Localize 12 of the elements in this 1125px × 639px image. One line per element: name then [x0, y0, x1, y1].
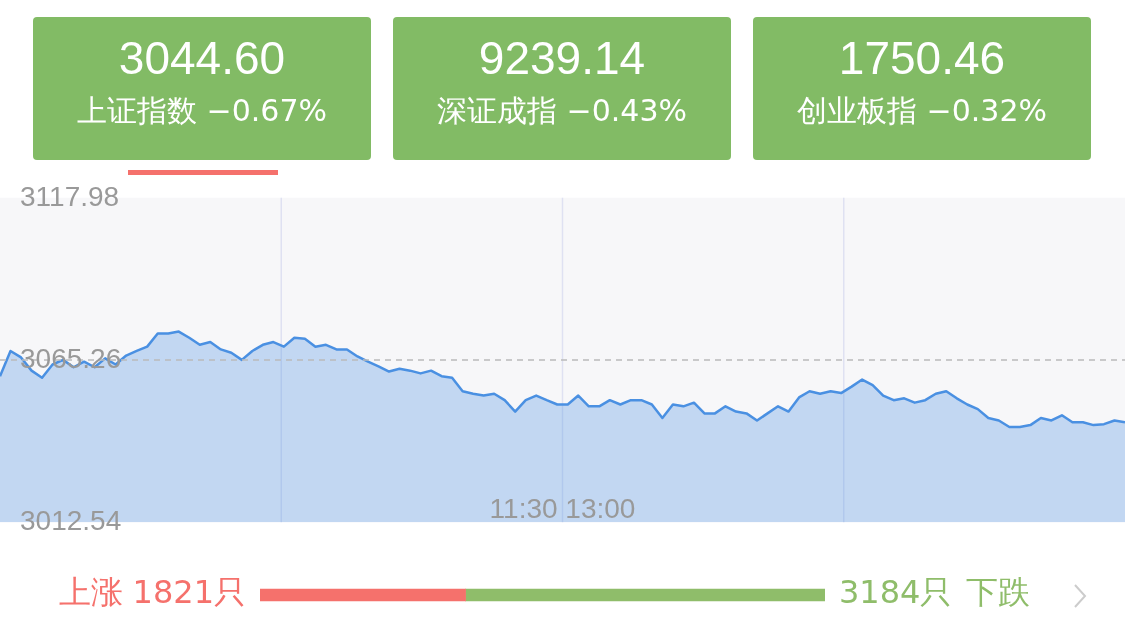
text: 3044.60 [117, 31, 287, 85]
text: 1750.46 [837, 31, 1007, 85]
annotation: 11:30 13:00 [489, 492, 636, 524]
text: 下跌 [966, 573, 1031, 612]
data-label: 3184只 [839, 573, 953, 612]
data-label: 1821只 [132, 573, 246, 612]
text: 9239.14 [477, 31, 647, 85]
text: 深证成指 −0.43% [437, 93, 687, 128]
text: 上涨 [58, 573, 123, 612]
text: 上证指数 −0.67% [77, 93, 327, 128]
text: 创业板指 −0.32% [797, 93, 1047, 128]
y-tick-label: 3117.98 [20, 180, 120, 212]
